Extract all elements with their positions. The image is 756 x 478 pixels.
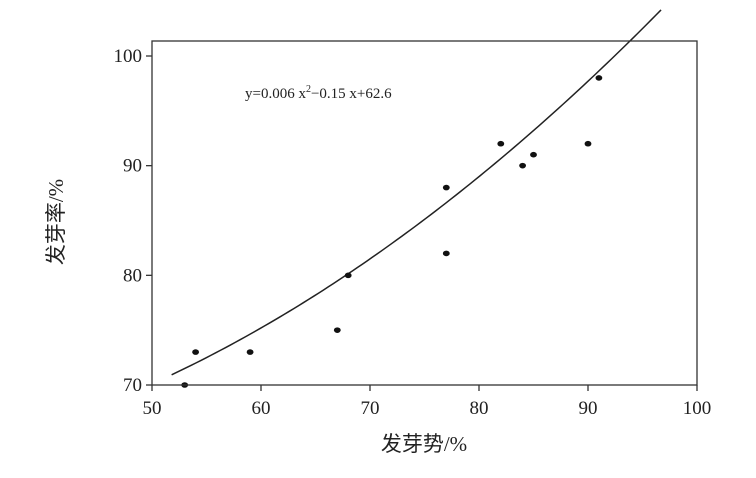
y-tick-label: 70 [123, 375, 142, 396]
data-point [595, 75, 603, 81]
x-tick-label: 70 [361, 398, 380, 419]
x-axis-label: 发芽势/% [381, 432, 467, 456]
y-tick-label: 90 [123, 156, 142, 177]
data-point [497, 140, 505, 147]
x-tick-label: 60 [252, 398, 271, 419]
y-tick-label: 80 [123, 265, 142, 286]
data-point [519, 162, 526, 169]
data-point [192, 349, 200, 355]
fit-equation: y=0.006 x2−0.15 x+62.6 [245, 84, 392, 102]
data-point [442, 184, 450, 191]
data-point [246, 349, 254, 355]
x-tick-label: 50 [143, 398, 162, 419]
fit-curve [171, 9, 662, 376]
y-tick-label: 100 [114, 46, 143, 67]
data-point [584, 140, 592, 147]
data-point [333, 327, 341, 333]
y-axis-label: 发芽率/% [44, 179, 68, 265]
data-points [181, 75, 603, 388]
plot-frame [151, 40, 698, 386]
x-tick-label: 80 [470, 398, 489, 419]
data-point [530, 151, 537, 158]
x-tick-label: 100 [683, 398, 712, 419]
data-point [344, 272, 352, 279]
x-axis: 50 60 70 80 90 100 [143, 385, 712, 419]
y-axis: 70 80 90 100 [114, 46, 152, 396]
data-point [442, 250, 450, 257]
x-tick-label: 90 [579, 398, 598, 419]
